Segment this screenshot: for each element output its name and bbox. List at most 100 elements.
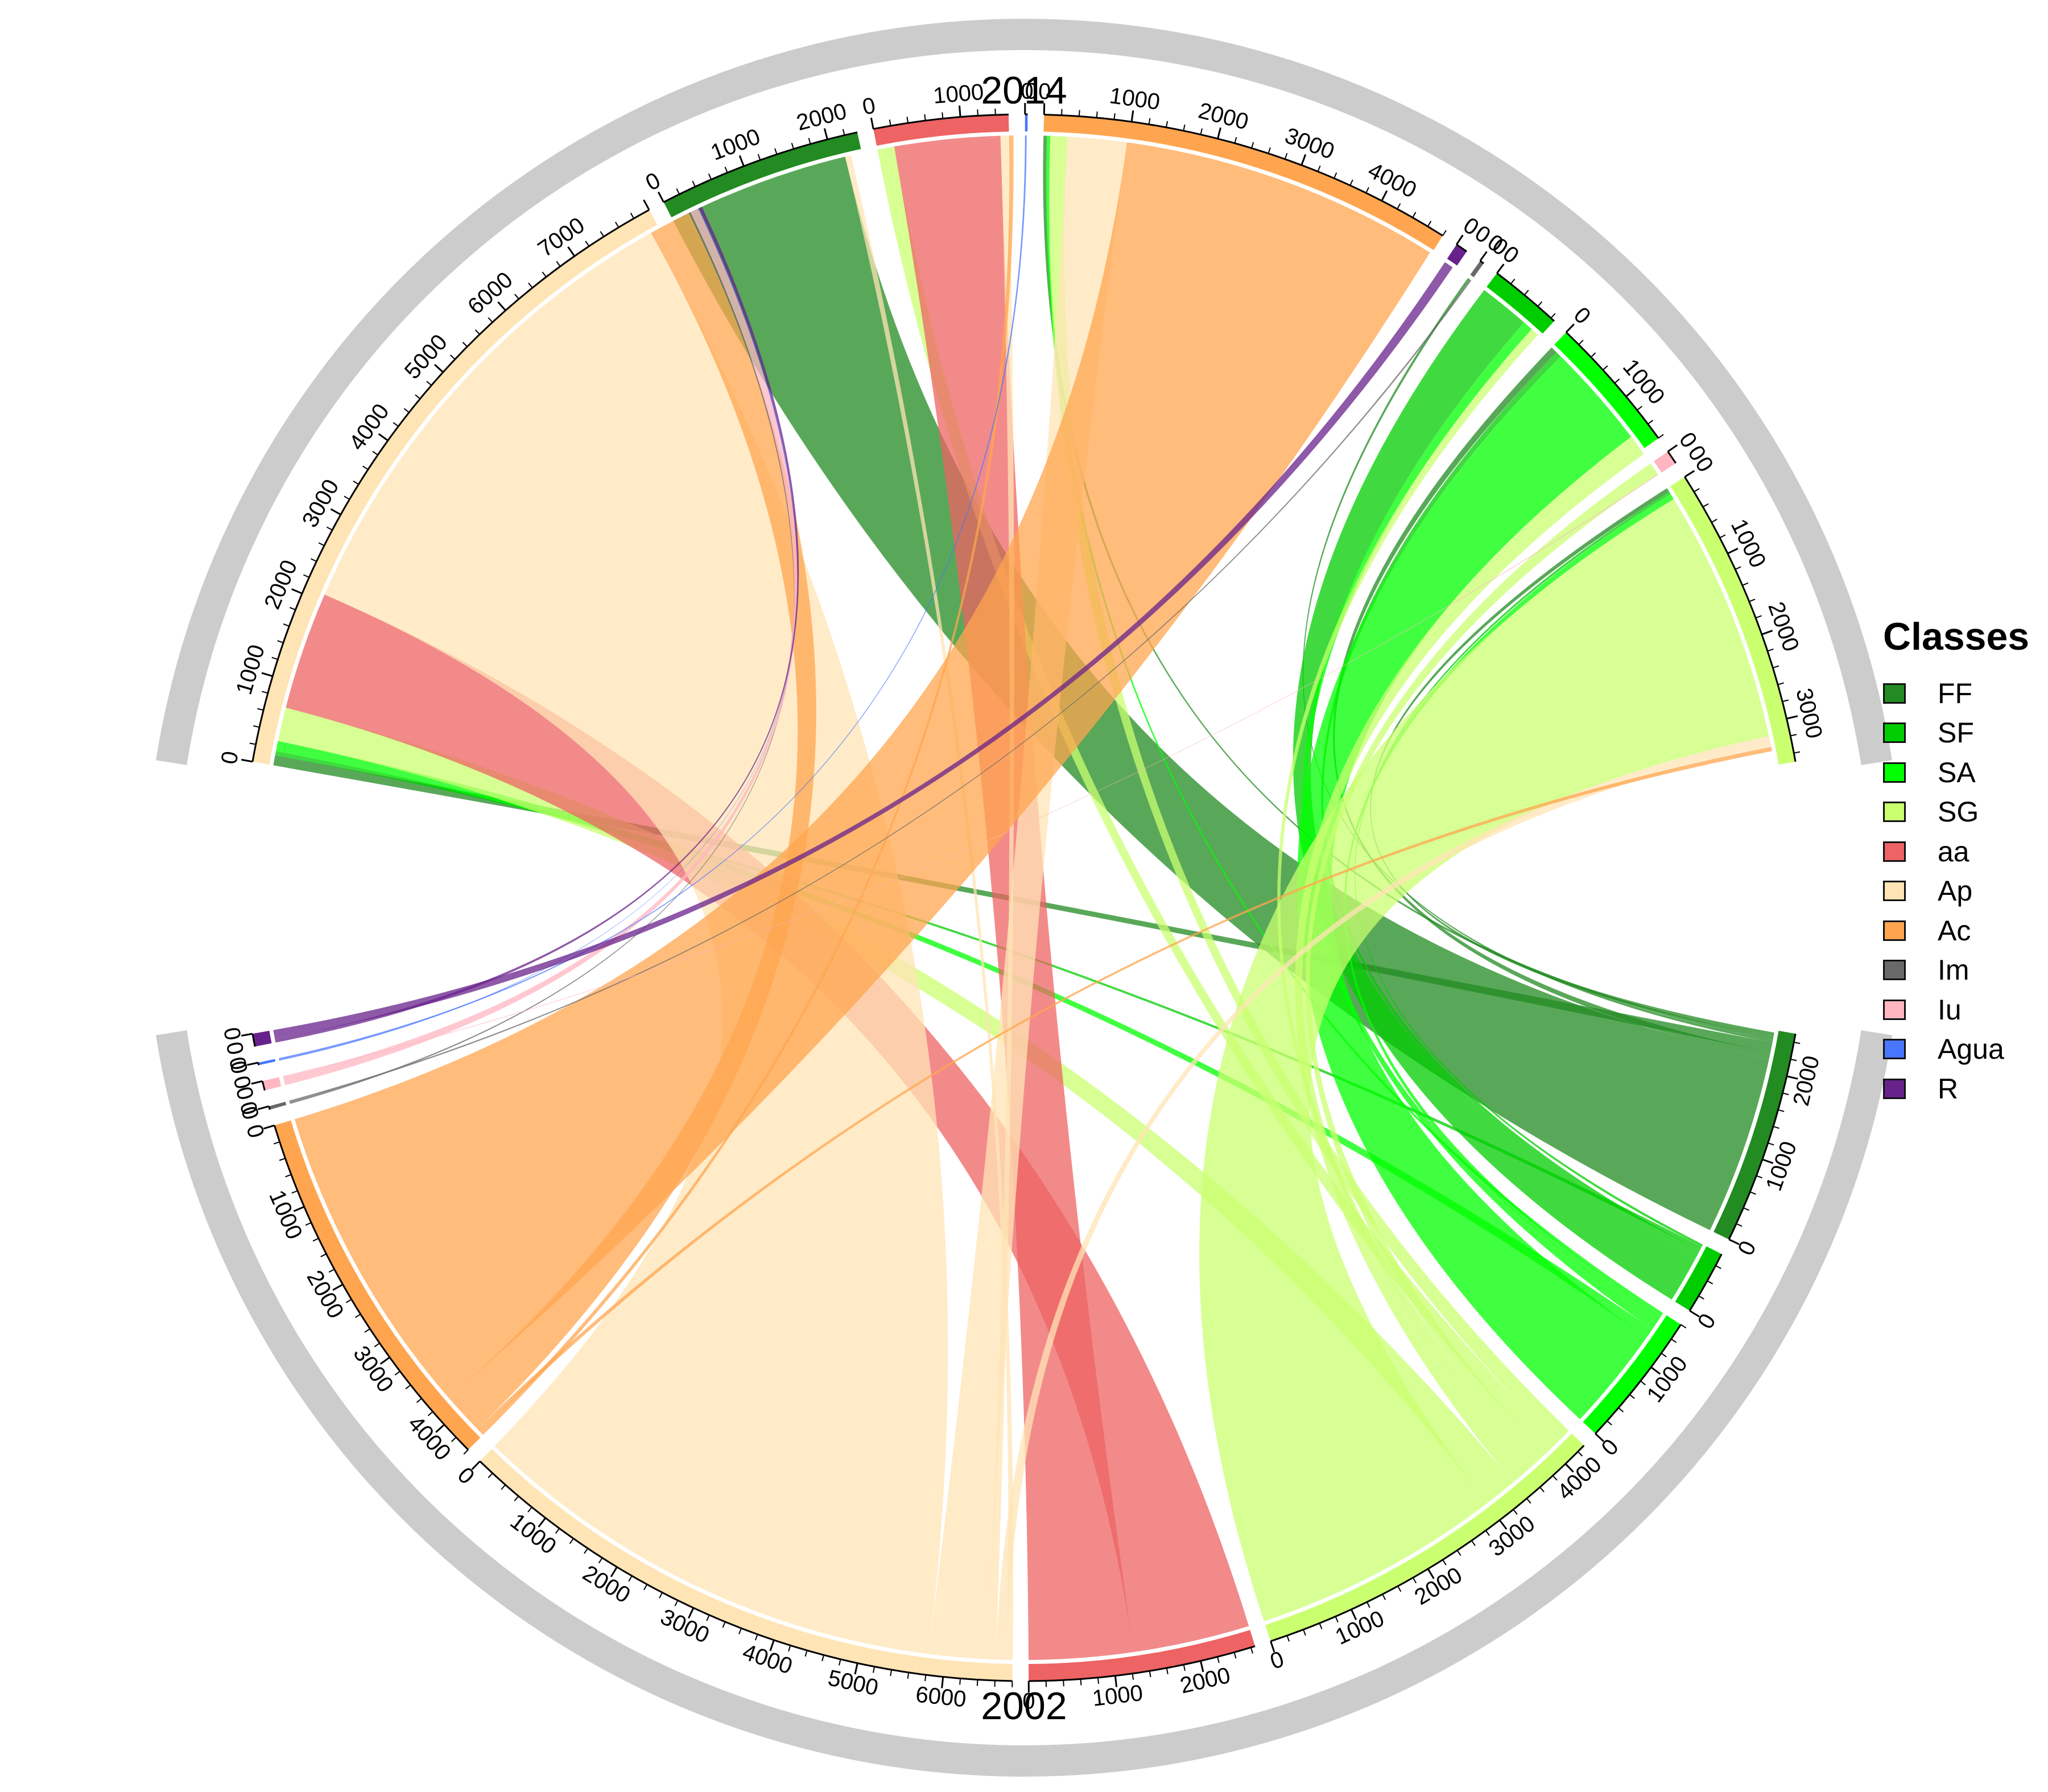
minor-tick	[403, 408, 410, 413]
minor-tick	[708, 174, 712, 180]
minor-tick	[873, 1666, 876, 1673]
sector-axis-2002-iu: 00	[228, 1073, 266, 1103]
major-tick	[1762, 1158, 1774, 1165]
legend-swatch	[1883, 722, 1906, 744]
minor-tick	[1397, 203, 1401, 209]
minor-tick	[643, 1584, 648, 1591]
minor-tick	[353, 480, 359, 485]
legend-label: SA	[1938, 756, 1976, 788]
minor-tick	[1183, 124, 1186, 131]
minor-tick	[1707, 1280, 1713, 1285]
ribbon-sa-to-sa	[1297, 356, 1647, 1419]
minor-tick	[374, 1343, 380, 1348]
ribbon-ap-to-aa	[987, 135, 1014, 1660]
minor-tick	[757, 154, 761, 160]
major-tick	[643, 199, 650, 210]
axis-line	[873, 113, 1009, 130]
major-tick	[332, 1283, 344, 1291]
minor-tick	[722, 1621, 726, 1628]
minor-tick	[1698, 1295, 1704, 1300]
minor-tick	[394, 1370, 400, 1376]
minor-tick	[320, 1253, 327, 1257]
minor-tick	[1523, 290, 1529, 296]
minor-tick	[362, 465, 369, 470]
major-tick	[330, 508, 341, 515]
minor-tick	[1442, 230, 1447, 236]
axis-line	[1456, 243, 1468, 253]
sector-bar-2014-sf	[1487, 273, 1555, 334]
tick-label: 0	[1021, 79, 1033, 104]
major-tick	[738, 155, 745, 167]
tick-label: 1000	[932, 80, 985, 109]
tick-label: 2000	[1196, 98, 1251, 135]
axis-line	[1684, 476, 1797, 762]
minor-tick	[354, 1314, 361, 1318]
sector-bar-2002-agua	[258, 1059, 276, 1066]
minor-tick	[738, 1628, 742, 1634]
minor-tick	[1790, 1059, 1797, 1062]
minor-tick	[328, 1269, 335, 1273]
sector-bar-2002-sf	[1675, 1246, 1722, 1311]
tick-label: 3000	[1282, 123, 1338, 164]
minor-tick	[1719, 534, 1726, 539]
minor-tick	[1590, 352, 1596, 358]
major-tick	[435, 1424, 445, 1433]
minor-tick	[393, 422, 399, 427]
minor-tick	[1471, 1540, 1476, 1546]
minor-tick	[1702, 503, 1709, 507]
tick-label: 1000	[1091, 1680, 1145, 1711]
legend-label: Agua	[1938, 1033, 2004, 1066]
major-tick	[1427, 1568, 1435, 1579]
tick-label: 2000	[1178, 1663, 1233, 1699]
minor-tick	[271, 656, 278, 660]
legend-item-im: Im	[1883, 951, 2029, 990]
legend-label: aa	[1938, 835, 1969, 868]
minor-tick	[924, 1675, 927, 1682]
minor-tick	[1303, 1629, 1306, 1636]
legend-item-r: R	[1883, 1069, 2029, 1109]
ribbon-sg-to-iu	[1306, 463, 1658, 1463]
ribbons-layer	[273, 135, 1774, 1660]
major-tick	[941, 1677, 944, 1688]
sector-bar-2002-ac	[274, 1120, 481, 1450]
legend-swatch	[1883, 683, 1906, 704]
tick-label: 0	[1693, 1310, 1721, 1333]
tick-label: 2000	[1789, 1054, 1824, 1109]
major-tick	[1351, 1609, 1357, 1620]
legend-swatch	[1883, 762, 1906, 783]
minor-tick	[1166, 1667, 1168, 1674]
legend-swatch	[1883, 881, 1906, 902]
major-tick	[538, 1517, 547, 1527]
major-tick	[1650, 1366, 1661, 1375]
minor-tick	[1715, 1265, 1721, 1269]
minor-tick	[1658, 433, 1664, 439]
major-tick	[959, 105, 961, 117]
axis-line	[257, 1062, 260, 1066]
sector-bar-2014-r	[1447, 244, 1467, 266]
ribbon-sa-to-sf	[1302, 322, 1658, 1329]
minor-tick	[514, 294, 519, 300]
tick-label: 0	[1038, 79, 1051, 105]
minor-tick	[450, 354, 456, 360]
minor-tick	[1442, 1559, 1447, 1566]
minor-tick	[584, 1548, 588, 1554]
major-tick	[1727, 547, 1739, 555]
legend-item-agua: Agua	[1883, 1030, 2029, 1070]
tick-label: 5000	[826, 1665, 881, 1700]
legend-item-sg: SG	[1883, 792, 2029, 832]
major-tick	[241, 758, 253, 763]
sector-bar-2014-ff	[663, 132, 861, 217]
major-tick	[610, 1566, 618, 1578]
axis-line	[1044, 113, 1443, 237]
minor-tick	[1749, 598, 1756, 602]
sector-bar-2014-aa	[873, 114, 1009, 146]
major-tick	[1496, 263, 1505, 274]
major-tick	[1270, 1641, 1275, 1653]
minor-tick	[1284, 152, 1288, 160]
tick-label: 0	[241, 1121, 269, 1141]
tick-label: 1000	[707, 124, 763, 166]
minor-tick	[326, 526, 333, 531]
minor-tick	[289, 606, 296, 610]
minor-tick	[1349, 179, 1353, 186]
ribbon-ff-to-ff	[673, 156, 1769, 1231]
